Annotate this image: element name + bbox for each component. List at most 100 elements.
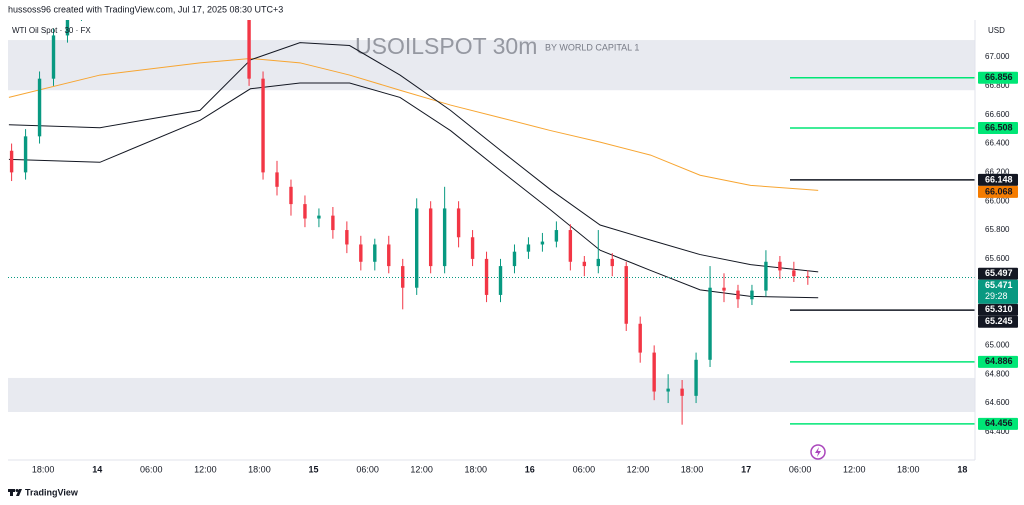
candle-body bbox=[456, 208, 461, 238]
x-tick-label: 18:00 bbox=[681, 464, 704, 474]
price-label-box bbox=[978, 121, 1018, 134]
x-tick-label: 12:00 bbox=[627, 464, 650, 474]
x-tick-label: 17 bbox=[741, 464, 751, 474]
candle-body bbox=[387, 244, 391, 267]
candle-body bbox=[37, 78, 42, 137]
y-tick-label: 67.000 bbox=[985, 52, 1010, 61]
y-tick-label: 66.400 bbox=[985, 139, 1010, 148]
candle-body bbox=[582, 261, 587, 267]
candle-body bbox=[540, 241, 545, 245]
candle-body bbox=[652, 352, 656, 392]
alert-icon[interactable] bbox=[810, 444, 826, 460]
x-tick-label: 12:00 bbox=[194, 464, 217, 474]
y-tick-label: 64.400 bbox=[985, 427, 1010, 436]
price-label-box bbox=[978, 355, 1018, 368]
price-label: 66.148 bbox=[985, 174, 1013, 184]
price-label-box bbox=[978, 173, 1018, 186]
price-label: 64.456 bbox=[985, 418, 1013, 428]
candle-body bbox=[289, 186, 293, 205]
candle-body bbox=[694, 359, 698, 396]
price-label: 66.508 bbox=[985, 122, 1013, 132]
candle-body bbox=[9, 150, 14, 173]
candle-body bbox=[373, 244, 377, 262]
price-label-box bbox=[978, 303, 1018, 316]
price-label: 65.471 bbox=[985, 280, 1013, 290]
candle-body bbox=[303, 204, 307, 219]
candle-body bbox=[666, 388, 670, 392]
candle-body bbox=[414, 208, 419, 288]
candle-body bbox=[498, 266, 503, 295]
y-tick-label: 66.200 bbox=[985, 167, 1010, 176]
price-label-box bbox=[978, 417, 1018, 430]
price-label: 65.245 bbox=[985, 316, 1013, 326]
candle-body bbox=[806, 276, 810, 278]
watermark-subtitle: BY WORLD CAPITAL 1 bbox=[545, 42, 639, 52]
price-label: 65.310 bbox=[985, 304, 1013, 314]
credit: hussoss96 created with TradingView.com, … bbox=[8, 4, 283, 14]
y-tick-label: 66.600 bbox=[985, 110, 1010, 119]
zone bbox=[8, 40, 975, 91]
candle-body bbox=[638, 323, 642, 353]
x-tick-label: 15 bbox=[309, 464, 319, 474]
price-label-box bbox=[978, 267, 1018, 280]
y-tick-label: 65.600 bbox=[985, 254, 1010, 263]
y-axis-label: USD bbox=[988, 26, 1005, 35]
price-label: 66.068 bbox=[985, 186, 1013, 196]
x-tick-label: 06:00 bbox=[356, 464, 379, 474]
candle-body bbox=[484, 258, 489, 295]
x-tick-label: 16 bbox=[525, 464, 535, 474]
price-label-box bbox=[978, 279, 1018, 304]
x-tick-label: 18:00 bbox=[248, 464, 271, 474]
candle-body bbox=[247, 20, 251, 79]
candle-body bbox=[261, 78, 265, 173]
candle-body bbox=[554, 230, 559, 242]
indicator-line bbox=[8, 82, 819, 299]
price-label: 65.497 bbox=[985, 268, 1013, 278]
candle-body bbox=[428, 208, 433, 267]
candle-body bbox=[792, 270, 796, 277]
candle-body bbox=[331, 215, 335, 231]
x-tick-label: 06:00 bbox=[573, 464, 596, 474]
watermark-title: USOILSPOT 30m bbox=[355, 33, 537, 59]
candle-body bbox=[526, 244, 531, 252]
candle-body bbox=[23, 136, 28, 173]
candle-body bbox=[317, 215, 321, 219]
x-tick-label: 18 bbox=[957, 464, 967, 474]
price-label-box bbox=[978, 71, 1018, 84]
price-label: 66.856 bbox=[985, 72, 1013, 82]
y-tick-label: 64.600 bbox=[985, 398, 1010, 407]
candle-body bbox=[442, 208, 447, 267]
symbol: WTI Oil Spot · 30 · FX bbox=[12, 26, 91, 35]
candle-body bbox=[359, 244, 363, 262]
candle-body bbox=[778, 261, 782, 271]
x-tick-label: 12:00 bbox=[843, 464, 866, 474]
candle-body bbox=[610, 258, 614, 267]
x-tick-label: 14 bbox=[92, 464, 102, 474]
x-tick-label: 06:00 bbox=[140, 464, 163, 474]
x-tick-label: 18:00 bbox=[897, 464, 920, 474]
candle-body bbox=[708, 287, 712, 360]
plot bbox=[8, 20, 975, 425]
y-tick-label: 65.000 bbox=[985, 340, 1010, 349]
price-label-box bbox=[978, 185, 1018, 198]
y-tick-label: 65.800 bbox=[985, 225, 1010, 234]
y-tick-label: 66.800 bbox=[985, 81, 1010, 90]
zones bbox=[8, 40, 975, 412]
candle-body bbox=[680, 388, 684, 396]
candle-body bbox=[596, 258, 600, 267]
footer-brand: TradingView bbox=[25, 487, 79, 497]
indicator-line bbox=[8, 57, 819, 191]
x-tick-label: 18:00 bbox=[32, 464, 55, 474]
candle-body bbox=[764, 261, 768, 291]
x-tick-label: 12:00 bbox=[410, 464, 433, 474]
candle-body bbox=[65, 20, 70, 36]
y-tick-label: 64.800 bbox=[985, 369, 1010, 378]
x-tick-label: 18:00 bbox=[464, 464, 487, 474]
price-axis: 67.000 66.800 66.600 66.400 66.200 66.000 65.8… bbox=[978, 52, 1018, 436]
indicator-line bbox=[8, 42, 819, 273]
candle-body bbox=[750, 290, 754, 300]
candle-body bbox=[512, 251, 517, 267]
y-tick-label: 66.000 bbox=[985, 196, 1010, 205]
zone bbox=[8, 377, 975, 412]
